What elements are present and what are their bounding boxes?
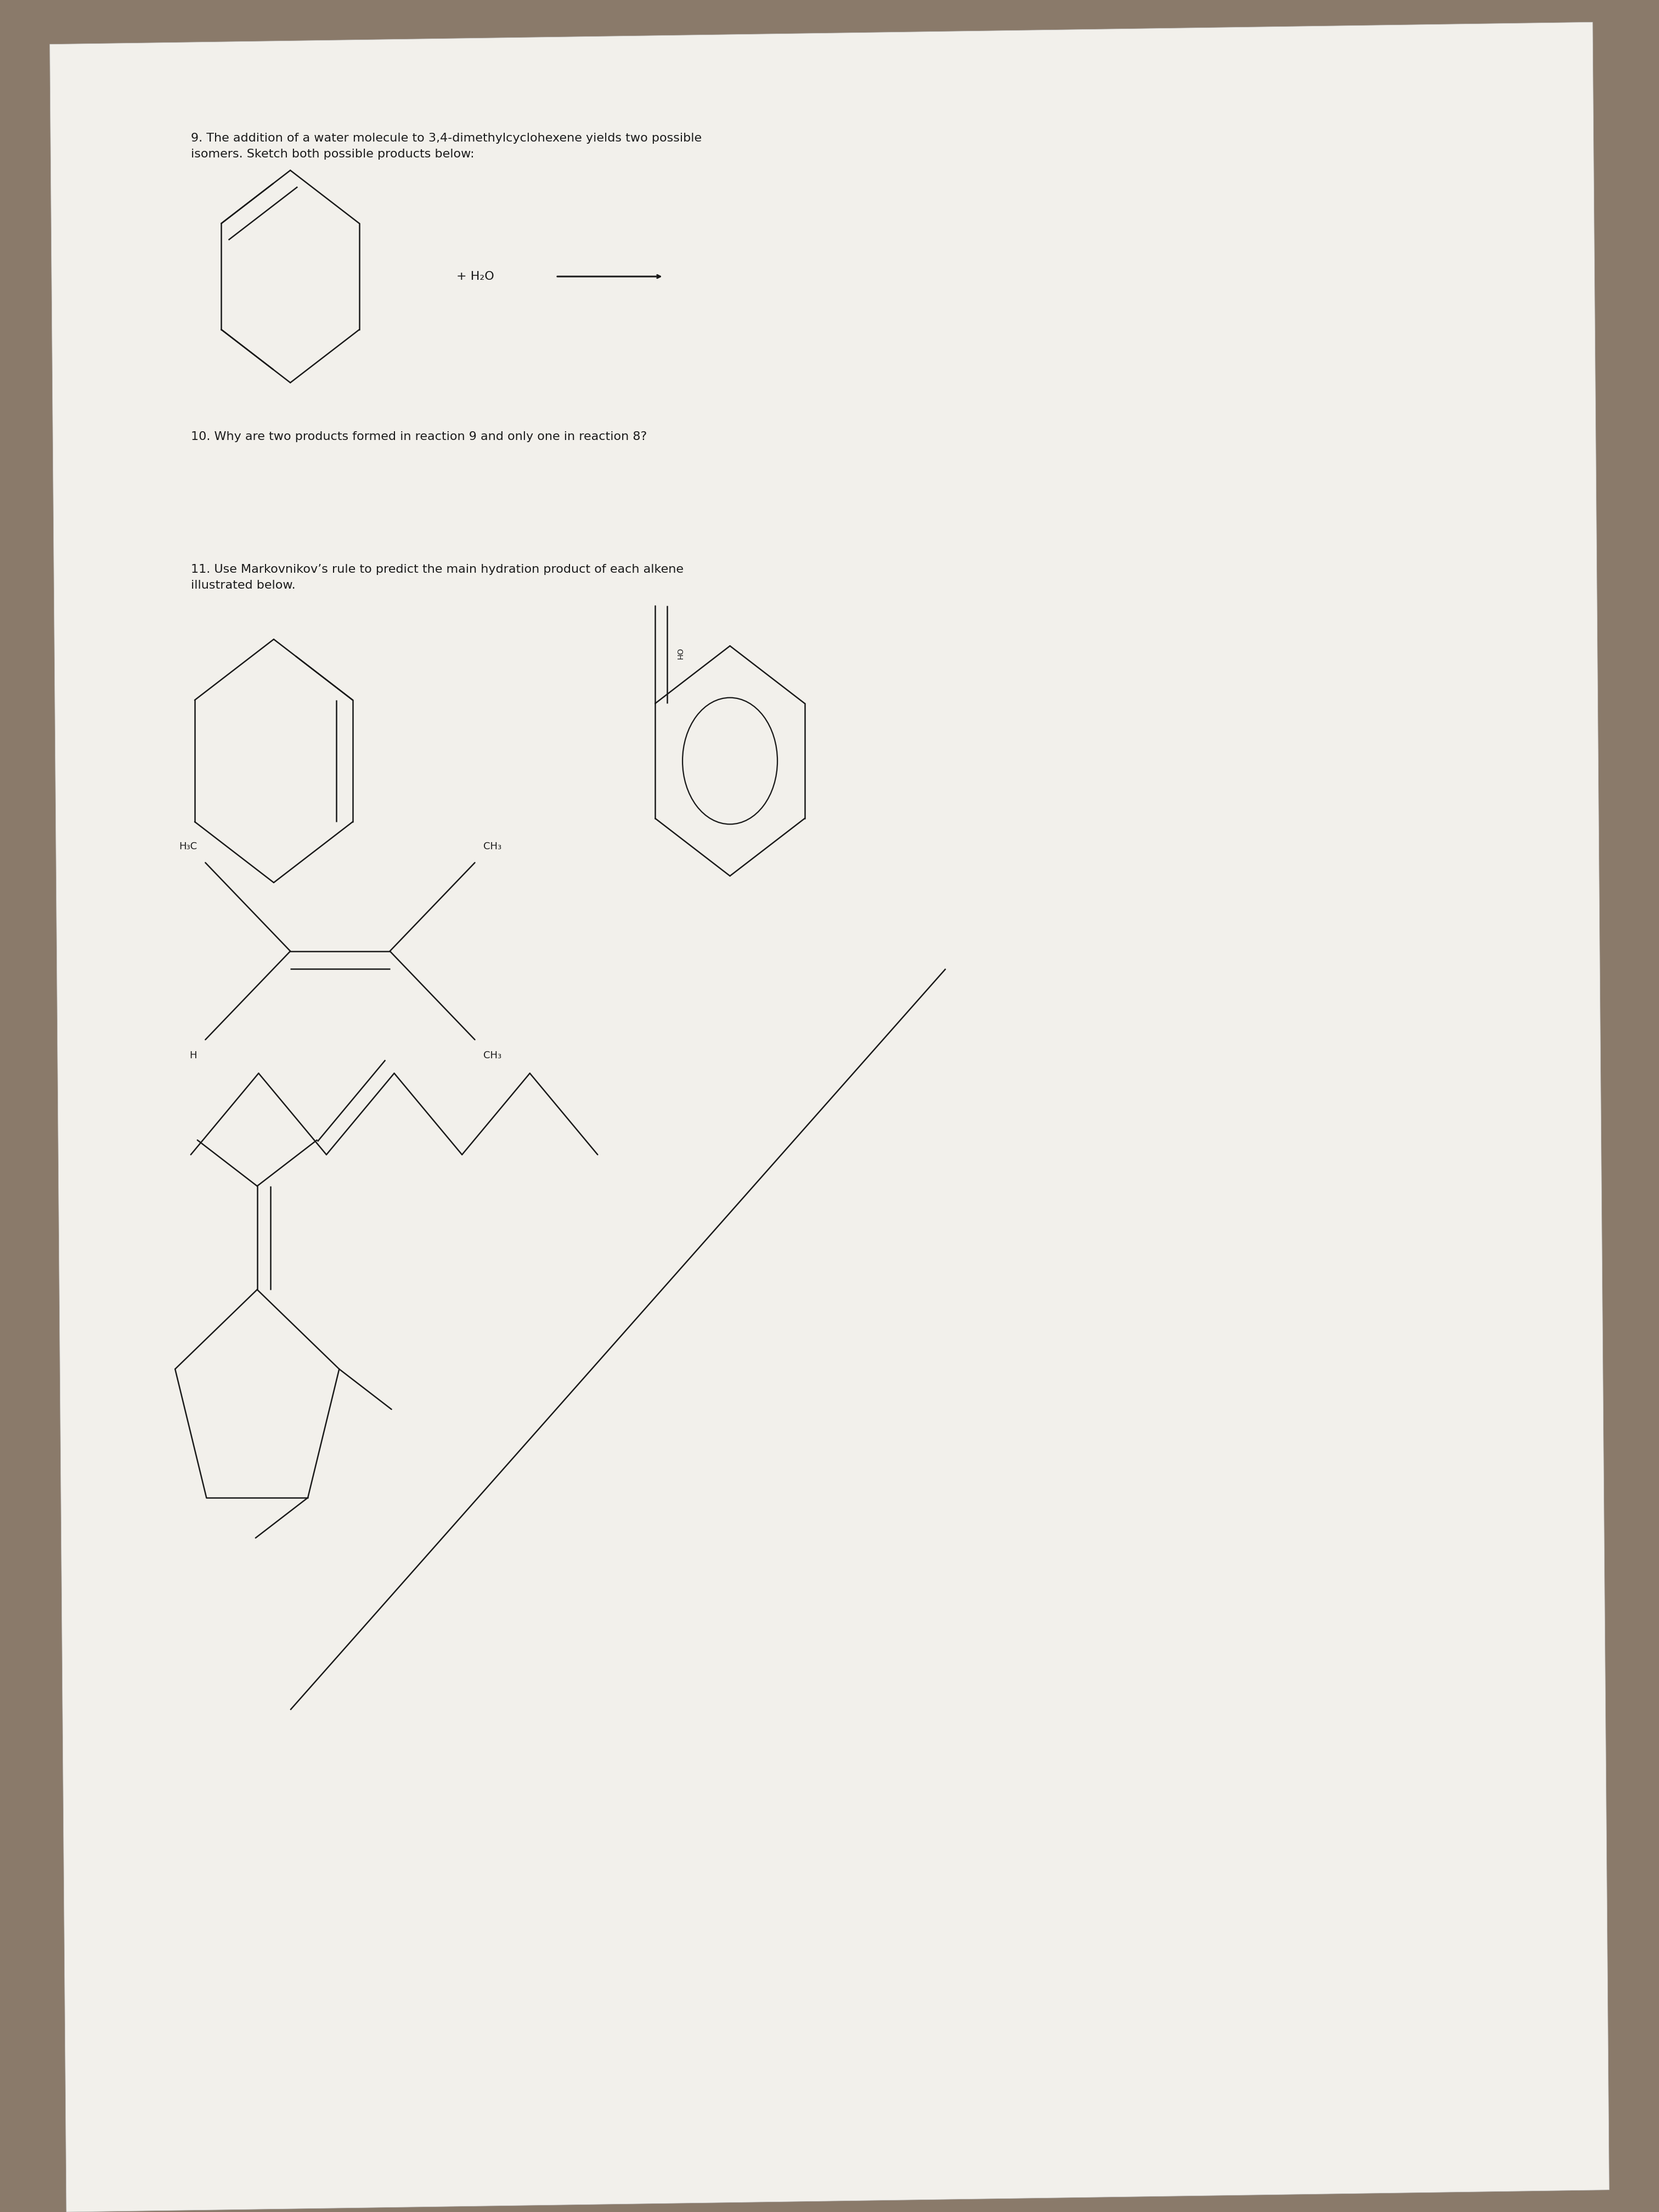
Text: 9. The addition of a water molecule to 3,4-dimethylcyclohexene yields two possib: 9. The addition of a water molecule to 3… — [191, 133, 702, 159]
Text: 10. Why are two products formed in reaction 9 and only one in reaction 8?: 10. Why are two products formed in react… — [191, 431, 647, 442]
Text: CH₃: CH₃ — [483, 1051, 501, 1060]
Text: H₃C: H₃C — [179, 843, 197, 852]
Text: CH₃: CH₃ — [483, 843, 501, 852]
Polygon shape — [50, 22, 1609, 2212]
Text: 11. Use Markovnikov’s rule to predict the main hydration product of each alkene
: 11. Use Markovnikov’s rule to predict th… — [191, 564, 684, 591]
Text: + H₂O: + H₂O — [456, 272, 494, 281]
Text: H: H — [189, 1051, 197, 1060]
Text: OH: OH — [675, 648, 684, 661]
